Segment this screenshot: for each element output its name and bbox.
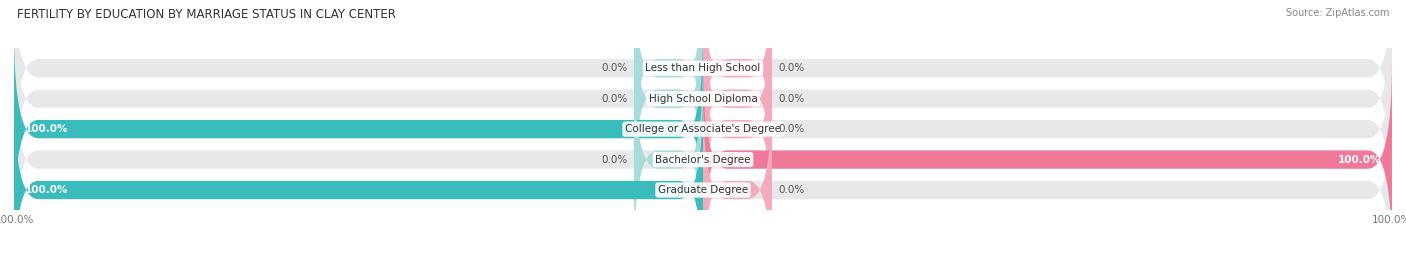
FancyBboxPatch shape [703, 62, 1392, 257]
Text: 100.0%: 100.0% [1339, 155, 1382, 165]
FancyBboxPatch shape [14, 32, 703, 226]
Text: High School Diploma: High School Diploma [648, 94, 758, 104]
Text: 0.0%: 0.0% [600, 94, 627, 104]
Text: Less than High School: Less than High School [645, 63, 761, 73]
Text: 0.0%: 0.0% [779, 185, 806, 195]
FancyBboxPatch shape [14, 0, 1392, 166]
Text: FERTILITY BY EDUCATION BY MARRIAGE STATUS IN CLAY CENTER: FERTILITY BY EDUCATION BY MARRIAGE STATU… [17, 8, 395, 21]
FancyBboxPatch shape [634, 62, 703, 257]
FancyBboxPatch shape [703, 93, 772, 269]
Text: 0.0%: 0.0% [779, 94, 806, 104]
FancyBboxPatch shape [703, 32, 772, 226]
FancyBboxPatch shape [14, 93, 1392, 269]
Text: College or Associate's Degree: College or Associate's Degree [626, 124, 780, 134]
FancyBboxPatch shape [14, 93, 703, 269]
Text: Source: ZipAtlas.com: Source: ZipAtlas.com [1285, 8, 1389, 18]
Text: Graduate Degree: Graduate Degree [658, 185, 748, 195]
Text: 0.0%: 0.0% [600, 63, 627, 73]
Text: 0.0%: 0.0% [600, 155, 627, 165]
FancyBboxPatch shape [634, 1, 703, 196]
FancyBboxPatch shape [703, 1, 772, 196]
FancyBboxPatch shape [14, 32, 1392, 226]
FancyBboxPatch shape [14, 62, 1392, 257]
FancyBboxPatch shape [703, 0, 772, 166]
FancyBboxPatch shape [634, 0, 703, 166]
Text: 0.0%: 0.0% [779, 63, 806, 73]
Text: 100.0%: 100.0% [24, 124, 67, 134]
Text: 0.0%: 0.0% [779, 124, 806, 134]
Text: 100.0%: 100.0% [24, 185, 67, 195]
FancyBboxPatch shape [14, 1, 1392, 196]
Text: Bachelor's Degree: Bachelor's Degree [655, 155, 751, 165]
